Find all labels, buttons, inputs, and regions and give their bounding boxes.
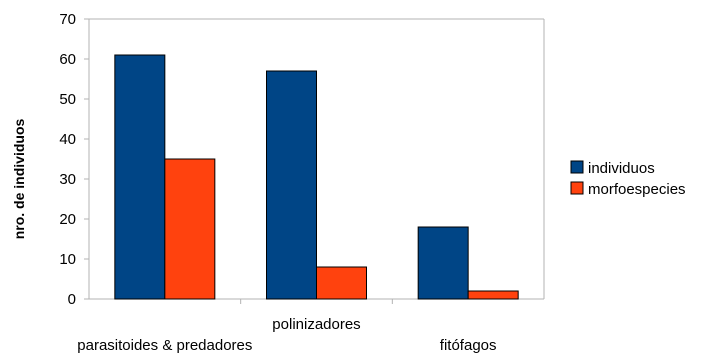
- y-axis-label: nro. de individuos: [11, 119, 27, 240]
- category-label: fitófagos: [440, 337, 497, 353]
- category-label: polinizadores: [272, 316, 360, 333]
- y-tick-label: 30: [59, 171, 76, 188]
- y-tick-label: 10: [59, 251, 76, 268]
- bar-morfoespecies-0: [164, 158, 216, 300]
- y-tick-label: 70: [59, 11, 76, 28]
- y-tick-label: 20: [59, 211, 76, 228]
- chart-bars: [114, 54, 519, 300]
- y-tick-labels: 0 10 20 30 40 50 60 70: [59, 11, 76, 308]
- legend-label: morfoespecies: [588, 181, 686, 198]
- category-label: parasitoides & predadores: [77, 337, 252, 353]
- y-tick-label: 0: [68, 291, 76, 308]
- legend-swatch-individuos: [570, 160, 584, 174]
- legend-swatch-morfoespecies: [570, 181, 584, 195]
- category-labels: parasitoides & predadores polinizadores fi…: [77, 316, 496, 353]
- y-tick-label: 60: [59, 51, 76, 68]
- bar-morfoespecies-2: [467, 290, 519, 300]
- legend: individuos morfoespecies: [570, 160, 686, 198]
- bar-morfoespecies-1: [316, 266, 367, 300]
- bar-individuos-0: [114, 54, 166, 300]
- legend-label: individuos: [588, 160, 655, 177]
- bar-individuos-2: [417, 226, 469, 300]
- bar-individuos-1: [266, 70, 317, 300]
- y-tick-label: 50: [59, 91, 76, 108]
- y-tick-label: 40: [59, 131, 76, 148]
